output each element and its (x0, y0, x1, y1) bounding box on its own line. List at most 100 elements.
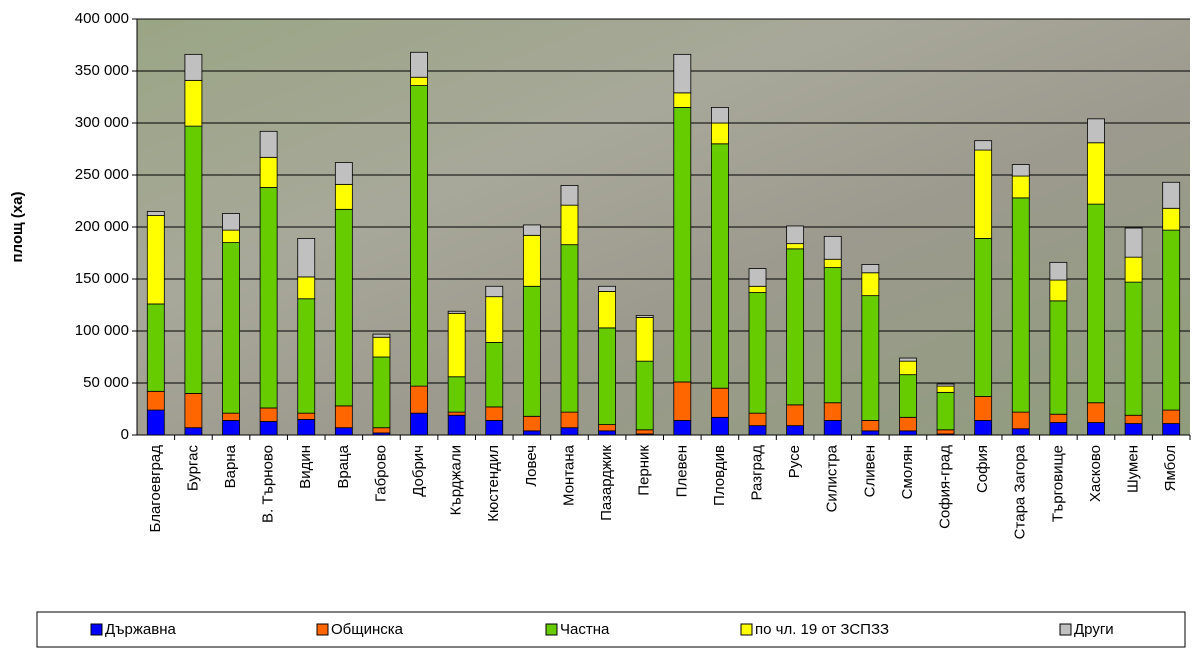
bar-segment (147, 304, 164, 391)
bar-segment (373, 334, 390, 337)
bar-segment (223, 420, 240, 435)
bar-segment (1125, 282, 1142, 415)
bar-segment (1125, 415, 1142, 423)
bar-segment (975, 141, 992, 150)
x-tick-label: Силистра (824, 444, 841, 512)
bar-segment (862, 296, 879, 421)
bar-segment (147, 211, 164, 215)
bar-segment (411, 86, 428, 387)
bar-segment (636, 315, 653, 317)
bar-segment (787, 226, 804, 244)
y-tick-label: 250 000 (75, 166, 129, 183)
bar-segment (711, 123, 728, 144)
bar-segment (1125, 424, 1142, 435)
bar-segment (711, 107, 728, 123)
bar-segment (260, 421, 277, 435)
bar-segment (749, 286, 766, 292)
bar-segment (1012, 429, 1029, 435)
legend-label: Общинска (331, 621, 404, 638)
bar-segment (787, 426, 804, 435)
y-tick-label: 50 000 (83, 374, 129, 391)
y-tick-label: 100 000 (75, 322, 129, 339)
bar-segment (1087, 204, 1104, 403)
y-tick-label: 0 (121, 426, 129, 443)
bar-segment (1050, 301, 1067, 414)
x-tick-label: Плевен (673, 445, 690, 497)
bar-segment (185, 80, 202, 126)
bar-segment (937, 430, 954, 434)
bar-segment (260, 408, 277, 422)
bar-segment (523, 431, 540, 435)
x-tick-label: Пазарджик (598, 445, 615, 521)
x-tick-label: Хасково (1087, 445, 1104, 502)
legend-label: Други (1074, 621, 1114, 638)
bar-segment (223, 413, 240, 420)
bar-segment (824, 236, 841, 259)
bar-segment (899, 417, 916, 431)
bar-segment (787, 244, 804, 249)
bar-segment (674, 54, 691, 92)
x-tick-label: Кюстендил (485, 445, 502, 522)
legend-swatch (741, 624, 752, 635)
bar-segment (448, 377, 465, 412)
bar-segment (1163, 424, 1180, 435)
bar-segment (1050, 262, 1067, 280)
bar-segment (1125, 228, 1142, 257)
bar-segment (599, 286, 616, 291)
bar-segment (260, 131, 277, 157)
bar-segment (862, 431, 879, 435)
bar-segment (448, 412, 465, 415)
bar-segment (937, 392, 954, 429)
x-tick-label: Видин (297, 445, 314, 489)
bar-segment (298, 413, 315, 419)
bar-segment (1163, 208, 1180, 230)
bar-segment (448, 311, 465, 313)
x-tick-label: Добрич (410, 445, 427, 497)
bar-segment (975, 420, 992, 435)
x-tick-label: Ловеч (523, 445, 540, 487)
x-tick-label: В. Търново (260, 445, 277, 523)
bar-segment (523, 416, 540, 431)
bar-segment (1125, 257, 1142, 282)
bar-segment (1012, 412, 1029, 429)
bar-segment (824, 259, 841, 267)
bar-segment (599, 291, 616, 327)
bar-segment (335, 209, 352, 406)
bar-segment (298, 238, 315, 276)
bar-segment (1050, 423, 1067, 435)
bar-segment (147, 410, 164, 435)
x-tick-label: Пловдив (711, 445, 728, 506)
y-tick-label: 150 000 (75, 270, 129, 287)
bar-segment (411, 52, 428, 77)
legend-label: Държавна (105, 621, 177, 638)
bar-segment (486, 286, 503, 296)
legend-label: по чл. 19 от ЗСПЗЗ (755, 621, 889, 638)
bar-segment (486, 342, 503, 406)
bar-segment (561, 245, 578, 412)
x-tick-label: Монтана (560, 444, 577, 506)
bar-segment (749, 269, 766, 287)
bar-segment (711, 144, 728, 388)
x-tick-label: Стара Загора (1012, 444, 1029, 539)
bar-segment (674, 93, 691, 108)
y-tick-label: 200 000 (75, 218, 129, 235)
bar-segment (1163, 410, 1180, 424)
bar-segment (523, 286, 540, 416)
bar-segment (486, 420, 503, 435)
bar-segment (899, 361, 916, 375)
bar-segment (975, 238, 992, 396)
bar-segment (523, 225, 540, 235)
bar-segment (711, 417, 728, 435)
bar-segment (223, 230, 240, 242)
bar-segment (899, 358, 916, 361)
x-tick-label: Смолян (899, 445, 916, 499)
bar-segment (1087, 403, 1104, 423)
bar-segment (1087, 119, 1104, 143)
bar-segment (561, 205, 578, 245)
bar-segment (824, 403, 841, 421)
bar-segment (975, 150, 992, 238)
bar-segment (1087, 143, 1104, 204)
x-tick-label: Враца (335, 444, 352, 488)
bar-segment (749, 426, 766, 435)
bar-segment (411, 386, 428, 413)
